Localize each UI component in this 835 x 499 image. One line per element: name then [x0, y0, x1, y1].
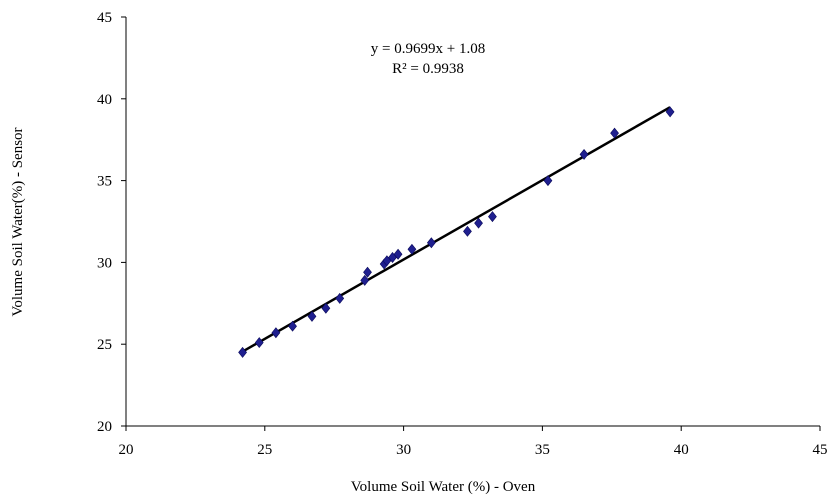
x-tick-label: 45 [813, 442, 828, 458]
x-tick-label: 35 [535, 442, 550, 458]
data-point [579, 148, 589, 160]
data-point [335, 292, 345, 304]
data-point [543, 175, 553, 187]
trendline [241, 106, 671, 353]
data-point [254, 337, 264, 349]
data-point [288, 320, 297, 332]
y-tick-label: 35 [97, 174, 112, 190]
data-point [393, 248, 403, 260]
y-axis-label: Volume Soil Water(%) - Sensor [10, 127, 26, 316]
data-point [271, 327, 281, 339]
y-tick-label: 20 [97, 419, 112, 435]
x-tick-label: 40 [674, 442, 689, 458]
data-point [488, 211, 497, 223]
axes: 20 25 30 35 40 45 20 25 30 35 40 45 [97, 10, 828, 458]
data-points [238, 106, 675, 358]
data-point [321, 302, 331, 314]
y-tick-label: 40 [97, 92, 112, 108]
data-point [474, 217, 483, 229]
data-point [610, 127, 619, 139]
y-tick-label: 25 [97, 337, 112, 353]
x-tick-label: 30 [396, 442, 411, 458]
trendline-group [241, 106, 671, 353]
x-tick-label: 25 [257, 442, 272, 458]
data-point [363, 266, 372, 278]
data-point [307, 310, 317, 322]
x-tick-label: 20 [119, 442, 134, 458]
x-axis-label: Volume Soil Water (%) - Oven [351, 479, 536, 495]
y-tick-label: 30 [97, 255, 112, 271]
data-point [407, 243, 417, 255]
data-point [238, 346, 247, 358]
data-point [360, 274, 370, 286]
trendline-equation: y = 0.9699x + 1.08 R² = 0.9938 [371, 41, 485, 77]
equation-label: y = 0.9699x + 1.08 [371, 41, 485, 57]
data-point [426, 237, 436, 249]
data-point [665, 106, 675, 118]
data-point [463, 225, 472, 237]
r-squared-label: R² = 0.9938 [392, 61, 464, 77]
y-tick-label: 45 [97, 10, 112, 26]
